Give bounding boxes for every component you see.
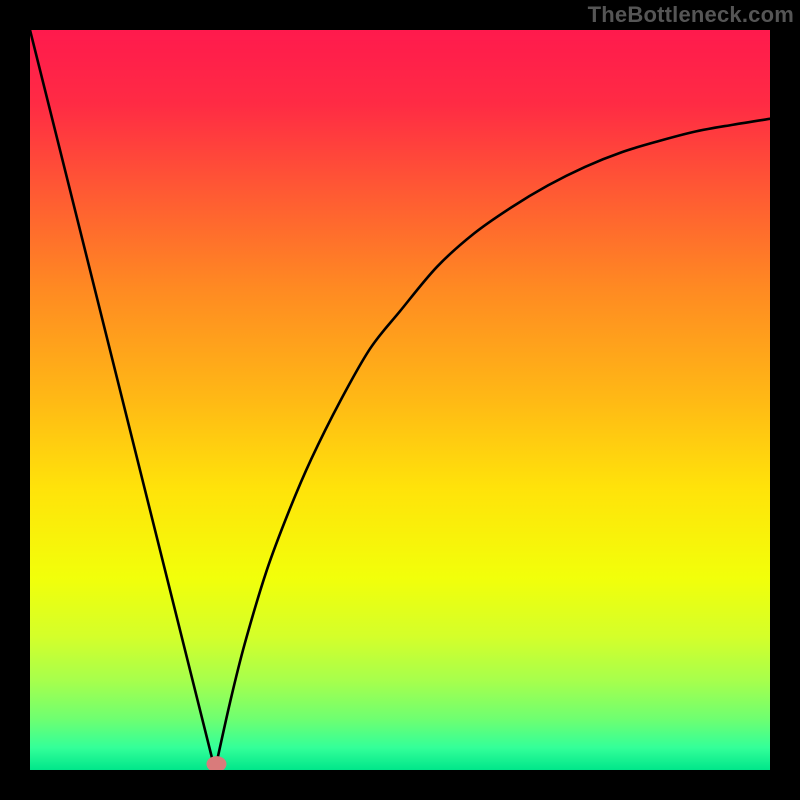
plot-svg [30,30,770,770]
watermark: TheBottleneck.com [588,2,794,28]
chart-frame: TheBottleneck.com [0,0,800,800]
plot-area [30,30,770,770]
